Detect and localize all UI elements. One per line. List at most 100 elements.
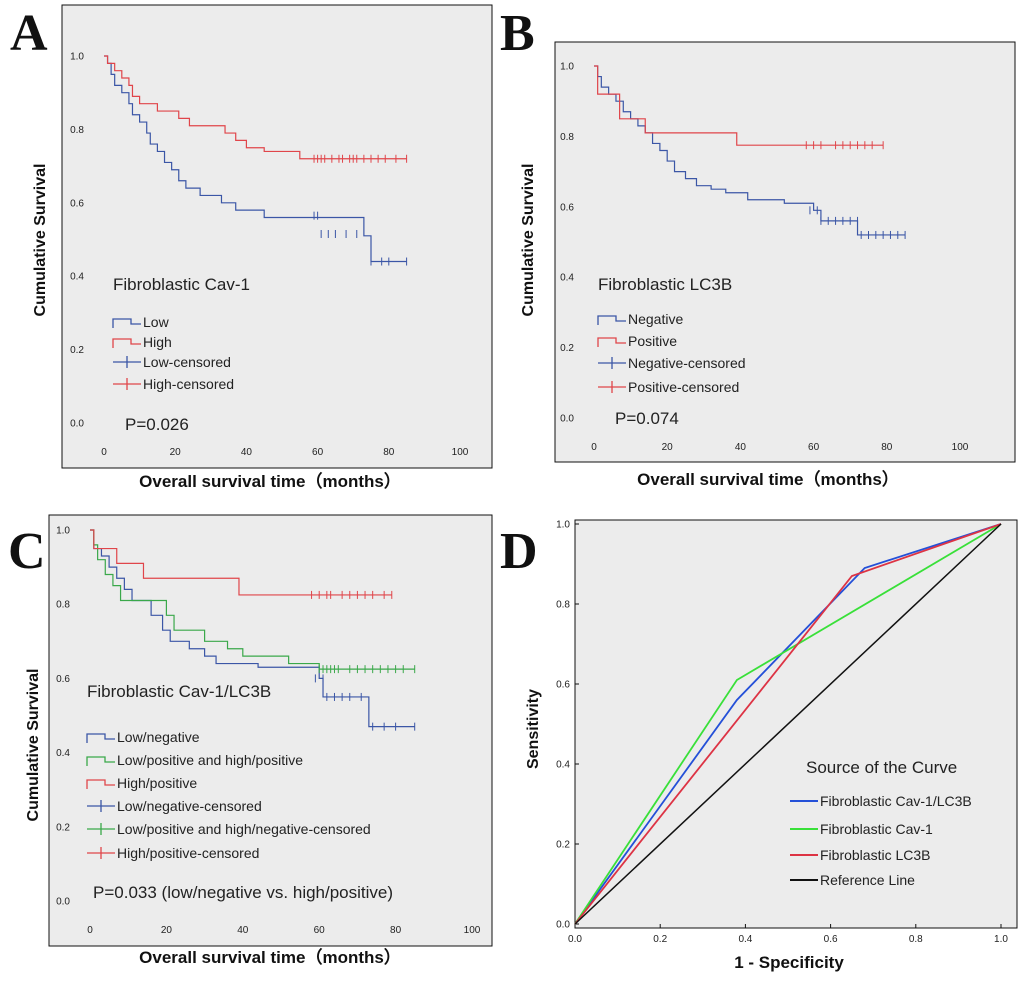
y-tick-label: 0.4 [56, 748, 70, 759]
panel-c: C 0 20 40 60 80 100 0.0 0.2 0.4 0.6 0.8 1.0 Overall s… [8, 514, 493, 967]
plot-area-b [554, 41, 1016, 463]
y-tick-label: 0.0 [56, 897, 70, 908]
legend-censor-swatch [87, 800, 115, 812]
legend-item-label: Low/negative-censored [117, 798, 262, 814]
x-tick-label: 0 [87, 925, 93, 936]
legend-swatch [113, 356, 141, 368]
series-negative-line [594, 65, 906, 236]
legend-step-swatch [597, 315, 626, 325]
legend-item-label: Fibroblastic Cav-1 [820, 821, 933, 837]
x-tick-label: 0 [591, 442, 597, 453]
x-tick-label: 80 [390, 925, 402, 936]
x-tick-label: 60 [314, 925, 326, 936]
y-tick-label: 0.0 [556, 920, 570, 931]
x-tick-label: 20 [161, 925, 173, 936]
panel-letter-a: A [10, 5, 48, 62]
x-tick-label: 40 [237, 925, 249, 936]
y-tick-label: 0.6 [70, 198, 84, 209]
legend-title: Source of the Curve [806, 758, 957, 777]
x-axis-title: Overall survival time（months） [637, 469, 899, 489]
x-tick-label: 100 [952, 442, 969, 453]
legend-censor-swatch [598, 357, 626, 369]
legend-step-swatch [597, 337, 626, 347]
plot-area-a [61, 4, 493, 469]
y-tick-label: 0.4 [556, 760, 570, 771]
series-high-positive-line [90, 529, 392, 596]
legend-swatch [113, 378, 141, 390]
x-tick-label: 80 [881, 442, 893, 453]
legend-censor-swatch [113, 378, 141, 390]
p-value: P=0.074 [615, 409, 679, 428]
legend-swatch [87, 847, 115, 859]
y-tick-label: 0.6 [556, 680, 570, 691]
y-tick-label: 1.0 [556, 520, 570, 531]
legend-swatch [87, 823, 115, 835]
x-tick-label: 60 [312, 447, 324, 458]
series-fibroblastic-cav-1-lc3b-curve [574, 523, 1002, 925]
x-tick-label: 100 [464, 925, 481, 936]
y-tick-label: 0.2 [70, 345, 84, 356]
legend-item-label: High/positive [117, 775, 197, 791]
legend-swatch [598, 357, 626, 369]
y-axis-title: Sensitivity [525, 689, 542, 769]
plot-area-c [48, 514, 493, 947]
panel-letter-b: B [500, 5, 535, 62]
legend-item-label: Low [143, 314, 170, 330]
legend-censor-swatch [87, 823, 115, 835]
series-low-positive-and-high-positive-line [90, 529, 415, 670]
legend-item-label: High/positive-censored [117, 845, 259, 861]
y-tick-label: 1.0 [56, 526, 70, 537]
y-tick-label: 0.8 [556, 600, 570, 611]
y-tick-label: 0.6 [560, 202, 574, 213]
legend-step-swatch [86, 756, 115, 766]
legend-swatch [86, 756, 115, 766]
panel-d: D 0.0 0.2 0.4 0.6 0.8 1.0 0.0 0.2 0.4 0.6 0.8 1.0 1 -… [500, 519, 1018, 972]
legend-censor-swatch [87, 847, 115, 859]
legend-item-label: Low/positive and high/negative-censored [117, 821, 371, 837]
legend-step-swatch [86, 779, 115, 789]
series-reference-line-curve [574, 523, 1002, 925]
legend-item-label: Positive [628, 333, 677, 349]
legend-step-swatch [112, 318, 141, 328]
y-tick-label: 0.4 [560, 273, 574, 284]
legend-item-label: Fibroblastic Cav-1/LC3B [820, 793, 972, 809]
p-value: P=0.026 [125, 415, 189, 434]
legend-item-label: High-censored [143, 376, 234, 392]
legend-swatch [86, 779, 115, 789]
x-tick-label: 0.4 [738, 934, 752, 945]
legend-swatch [87, 800, 115, 812]
legend-item-label: Negative [628, 311, 683, 327]
y-tick-label: 0.0 [560, 414, 574, 425]
x-tick-label: 100 [452, 447, 469, 458]
legend-swatch [112, 338, 141, 348]
legend-item-label: Reference Line [820, 872, 915, 888]
legend-item-label: Positive-censored [628, 379, 739, 395]
legend-item-label: Low/positive and high/positive [117, 752, 303, 768]
legend-item-label: Negative-censored [628, 355, 746, 371]
legend-swatch [86, 733, 115, 743]
y-tick-label: 0.4 [70, 272, 84, 283]
legend-step-swatch [86, 733, 115, 743]
legend-step-swatch [112, 338, 141, 348]
plot-area-d [574, 519, 1018, 929]
x-tick-label: 1.0 [994, 934, 1008, 945]
legend-item-label: Low/negative [117, 729, 200, 745]
legend-title: Fibroblastic Cav-1/LC3B [87, 682, 271, 701]
x-axis-title: 1 - Specificity [734, 953, 844, 972]
legend-swatch [598, 381, 626, 393]
x-axis-title: Overall survival time（months） [139, 947, 401, 967]
panel-b: B 0 20 40 60 80 100 0.0 0.2 0.4 0.6 0.8 1.0 Overall s… [500, 5, 1016, 489]
legend-censor-swatch [113, 356, 141, 368]
legend-item-label: High [143, 334, 172, 350]
x-tick-label: 0 [101, 447, 107, 458]
panel-letter-d: D [500, 523, 538, 580]
x-tick-label: 0.2 [653, 934, 667, 945]
legend-item-label: Low-censored [143, 354, 231, 370]
legend-swatch [112, 318, 141, 328]
x-axis-title: Overall survival time（months） [139, 471, 401, 491]
legend-item-label: Fibroblastic LC3B [820, 847, 931, 863]
panel-letter-c: C [8, 523, 46, 580]
legend-swatch [597, 315, 626, 325]
x-tick-label: 80 [383, 447, 395, 458]
